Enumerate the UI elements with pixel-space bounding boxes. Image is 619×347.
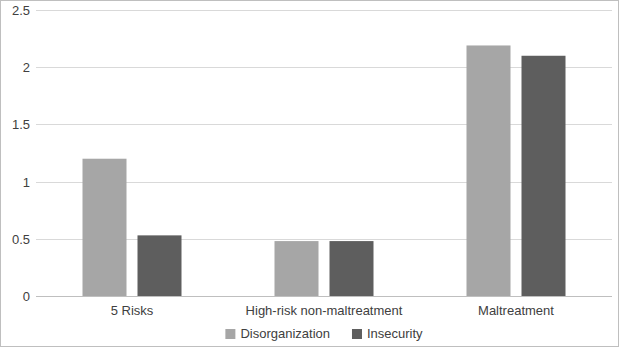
bar [83, 159, 127, 296]
legend-swatch [352, 329, 362, 339]
y-tick-label: 0.5 [12, 232, 30, 247]
bar [138, 235, 182, 296]
chart-container: 0 0.5 1 1.5 2 2.5 5 Risks High-risk non-maltrea… [0, 0, 619, 347]
x-tick-label: Maltreatment [478, 303, 554, 318]
bar [275, 241, 319, 296]
bars [83, 45, 566, 296]
chart: 0 0.5 1 1.5 2 2.5 5 Risks High-risk non-maltrea… [0, 0, 619, 347]
chart-frame [1, 1, 619, 347]
y-tick-label: 1 [23, 175, 30, 190]
bar [330, 241, 374, 296]
legend-swatch [225, 329, 235, 339]
legend-label: Disorganization [240, 326, 330, 341]
bar [522, 56, 566, 296]
x-tick-label: 5 Risks [111, 303, 154, 318]
grid-line [36, 296, 612, 297]
bar [467, 45, 511, 296]
grid-line [36, 10, 612, 11]
y-tick-label: 0 [23, 289, 30, 304]
x-tick-label: High-risk non-maltreatment [246, 303, 403, 318]
x-axis-line [36, 296, 612, 297]
y-tick-label: 1.5 [12, 117, 30, 132]
y-tick-label: 2.5 [12, 3, 30, 18]
legend-label: Insecurity [367, 326, 423, 341]
y-tick-label: 2 [23, 60, 30, 75]
legend: Disorganization Insecurity [225, 326, 423, 341]
